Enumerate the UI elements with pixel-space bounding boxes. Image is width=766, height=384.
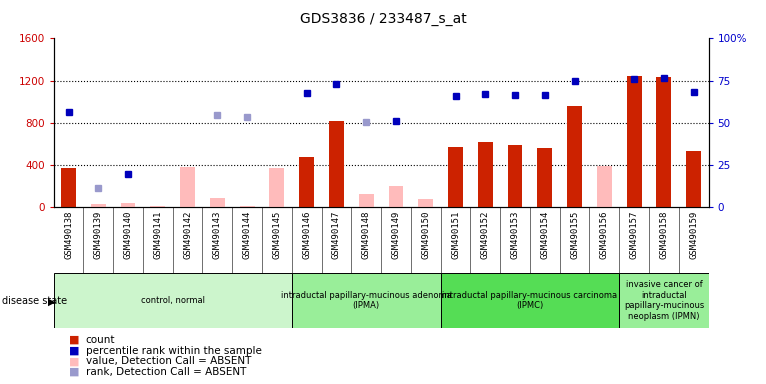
Text: ■: ■: [69, 335, 80, 345]
Text: GSM490156: GSM490156: [600, 211, 609, 259]
Bar: [61, 168, 76, 207]
Bar: [388, 186, 404, 207]
Bar: [686, 151, 701, 207]
Text: GSM490151: GSM490151: [451, 211, 460, 259]
Text: GSM490139: GSM490139: [93, 211, 103, 259]
Bar: [619, 273, 709, 328]
Bar: [508, 145, 522, 207]
Text: GSM490143: GSM490143: [213, 211, 222, 259]
Bar: [240, 206, 254, 207]
Text: GSM490157: GSM490157: [630, 211, 639, 259]
Text: ▶: ▶: [48, 296, 56, 306]
Bar: [180, 167, 195, 207]
Text: ■: ■: [69, 367, 80, 377]
Text: GSM490154: GSM490154: [540, 211, 549, 259]
Text: GSM490148: GSM490148: [362, 211, 371, 259]
Text: GSM490155: GSM490155: [570, 211, 579, 259]
Text: GSM490145: GSM490145: [273, 211, 281, 259]
Bar: [150, 206, 165, 207]
Text: intraductal papillary-mucinous carcinoma
(IPMC): intraductal papillary-mucinous carcinoma…: [443, 291, 617, 310]
Text: GSM490138: GSM490138: [64, 211, 73, 259]
Bar: [270, 168, 284, 207]
Bar: [91, 204, 106, 207]
Text: GSM490149: GSM490149: [391, 211, 401, 259]
Bar: [329, 121, 344, 207]
Text: invasive cancer of
intraductal
papillary-mucinous
neoplasm (IPMN): invasive cancer of intraductal papillary…: [624, 280, 704, 321]
Bar: [567, 106, 582, 207]
Text: GSM490152: GSM490152: [481, 211, 489, 259]
Text: GSM490141: GSM490141: [153, 211, 162, 259]
Text: GDS3836 / 233487_s_at: GDS3836 / 233487_s_at: [300, 12, 466, 25]
Bar: [597, 166, 612, 207]
Bar: [440, 273, 619, 328]
Bar: [627, 76, 642, 207]
Bar: [292, 273, 440, 328]
Bar: [120, 203, 136, 207]
Bar: [54, 273, 292, 328]
Text: percentile rank within the sample: percentile rank within the sample: [86, 346, 262, 356]
Text: control, normal: control, normal: [141, 296, 205, 305]
Bar: [478, 142, 493, 207]
Text: GSM490146: GSM490146: [302, 211, 311, 259]
Text: GSM490150: GSM490150: [421, 211, 430, 259]
Bar: [656, 78, 671, 207]
Text: ■: ■: [69, 356, 80, 366]
Bar: [210, 198, 224, 207]
Text: GSM490140: GSM490140: [123, 211, 133, 259]
Text: GSM490147: GSM490147: [332, 211, 341, 259]
Text: disease state: disease state: [2, 296, 67, 306]
Text: ■: ■: [69, 346, 80, 356]
Bar: [538, 148, 552, 207]
Text: count: count: [86, 335, 116, 345]
Text: rank, Detection Call = ABSENT: rank, Detection Call = ABSENT: [86, 367, 246, 377]
Bar: [448, 147, 463, 207]
Text: GSM490142: GSM490142: [183, 211, 192, 259]
Text: value, Detection Call = ABSENT: value, Detection Call = ABSENT: [86, 356, 251, 366]
Text: GSM490153: GSM490153: [511, 211, 519, 259]
Text: GSM490144: GSM490144: [243, 211, 251, 259]
Text: intraductal papillary-mucinous adenoma
(IPMA): intraductal papillary-mucinous adenoma (…: [281, 291, 452, 310]
Bar: [300, 157, 314, 207]
Bar: [358, 194, 374, 207]
Text: GSM490158: GSM490158: [660, 211, 669, 259]
Text: GSM490159: GSM490159: [689, 211, 698, 259]
Bar: [418, 199, 434, 207]
